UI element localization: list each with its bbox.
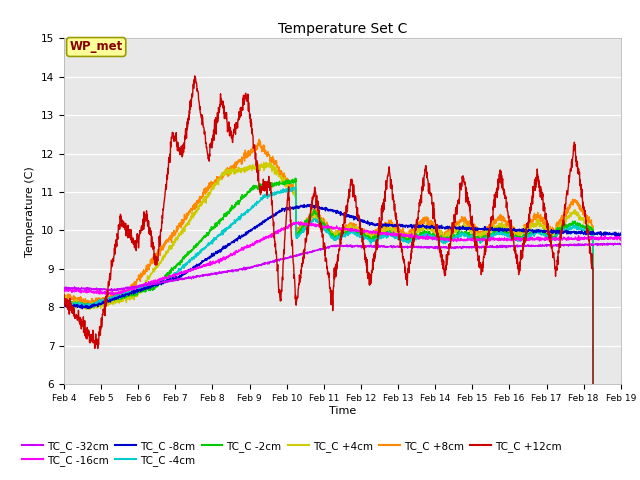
Legend: TC_C -32cm, TC_C -16cm, TC_C -8cm, TC_C -4cm, TC_C -2cm, TC_C +4cm, TC_C +8cm, T: TC_C -32cm, TC_C -16cm, TC_C -8cm, TC_C … (18, 437, 566, 470)
Y-axis label: Temperature (C): Temperature (C) (26, 166, 35, 257)
X-axis label: Time: Time (329, 406, 356, 416)
Title: Temperature Set C: Temperature Set C (278, 22, 407, 36)
Text: WP_met: WP_met (70, 40, 123, 53)
